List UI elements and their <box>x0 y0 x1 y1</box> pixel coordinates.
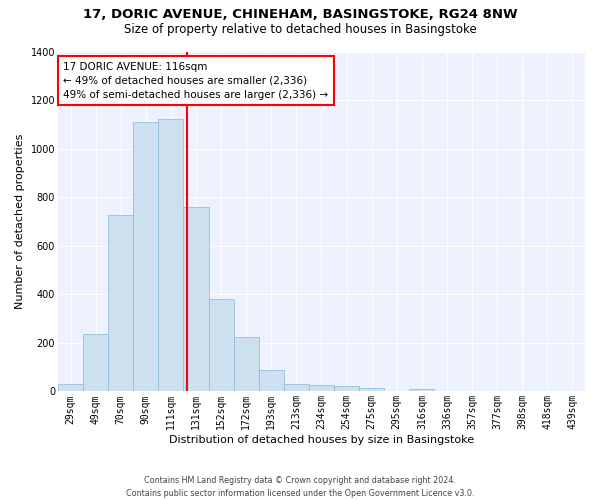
Text: Size of property relative to detached houses in Basingstoke: Size of property relative to detached ho… <box>124 22 476 36</box>
Bar <box>133 122 158 392</box>
Bar <box>309 385 334 392</box>
Bar <box>83 334 108 392</box>
Bar <box>233 337 259 392</box>
Bar <box>409 388 434 392</box>
Y-axis label: Number of detached properties: Number of detached properties <box>15 134 25 309</box>
Bar <box>284 384 309 392</box>
Bar <box>184 207 209 392</box>
Bar <box>209 299 233 392</box>
Bar <box>334 386 359 392</box>
Bar <box>108 216 133 392</box>
Bar <box>259 370 284 392</box>
Text: 17, DORIC AVENUE, CHINEHAM, BASINGSTOKE, RG24 8NW: 17, DORIC AVENUE, CHINEHAM, BASINGSTOKE,… <box>83 8 517 20</box>
Bar <box>158 120 184 392</box>
Text: Contains HM Land Registry data © Crown copyright and database right 2024.
Contai: Contains HM Land Registry data © Crown c… <box>126 476 474 498</box>
X-axis label: Distribution of detached houses by size in Basingstoke: Distribution of detached houses by size … <box>169 435 474 445</box>
Text: 17 DORIC AVENUE: 116sqm
← 49% of detached houses are smaller (2,336)
49% of semi: 17 DORIC AVENUE: 116sqm ← 49% of detache… <box>63 62 328 100</box>
Bar <box>58 384 83 392</box>
Bar <box>359 388 384 392</box>
